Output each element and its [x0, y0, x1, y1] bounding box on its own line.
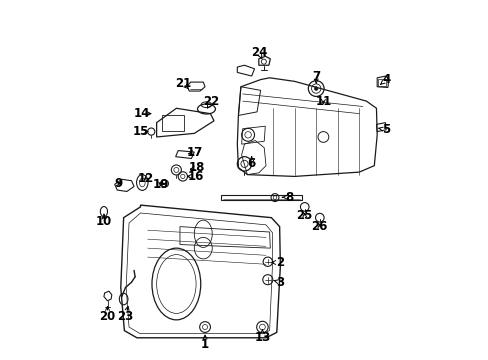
Text: 12: 12: [138, 172, 154, 185]
Bar: [221, 195, 301, 201]
Text: 8: 8: [285, 191, 293, 204]
Circle shape: [159, 182, 163, 185]
Text: 15: 15: [132, 125, 148, 138]
Text: 26: 26: [311, 220, 327, 233]
Text: 7: 7: [311, 69, 320, 82]
Text: 22: 22: [203, 95, 219, 108]
Text: 21: 21: [175, 77, 191, 90]
Text: 16: 16: [187, 170, 204, 183]
Text: 3: 3: [276, 276, 284, 289]
Text: 17: 17: [186, 145, 203, 158]
Text: 2: 2: [276, 256, 284, 269]
Bar: [377, 79, 385, 86]
Circle shape: [314, 87, 317, 90]
Text: 23: 23: [117, 310, 133, 324]
Text: 19: 19: [153, 178, 169, 191]
Text: 5: 5: [381, 123, 389, 136]
Text: 14: 14: [134, 107, 150, 120]
Text: 1: 1: [201, 338, 209, 351]
Text: 9: 9: [114, 177, 122, 190]
Text: 4: 4: [381, 73, 389, 86]
Text: 13: 13: [254, 331, 270, 344]
Text: 18: 18: [188, 161, 205, 174]
Text: 20: 20: [99, 310, 115, 324]
Text: 6: 6: [247, 157, 255, 170]
Text: 24: 24: [250, 46, 266, 59]
Text: 10: 10: [96, 215, 112, 228]
Text: 11: 11: [315, 95, 331, 108]
Bar: [162, 115, 183, 131]
Text: 25: 25: [296, 209, 312, 222]
